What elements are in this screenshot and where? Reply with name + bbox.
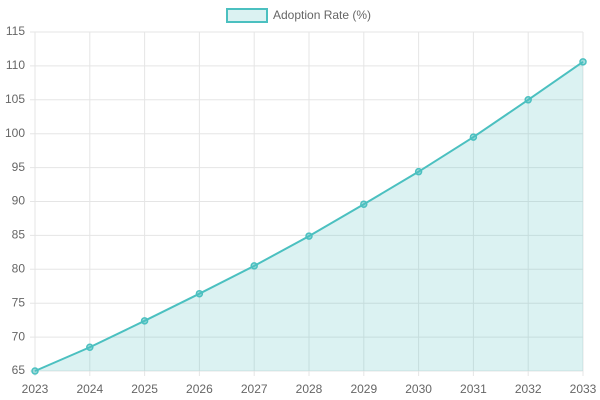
- point: [140, 317, 149, 325]
- point: [469, 133, 478, 141]
- y-tick-label: 90: [12, 194, 26, 208]
- y-tick-label: 95: [12, 160, 26, 174]
- x-tick-label: 2025: [131, 382, 158, 396]
- point: [414, 167, 423, 176]
- legend-label: Adoption Rate (%): [273, 8, 371, 22]
- x-tick-label: 2029: [350, 382, 377, 396]
- x-tick-label: 2032: [515, 382, 542, 396]
- point: [195, 289, 204, 298]
- y-tick-label: 105: [5, 92, 25, 106]
- point: [579, 58, 587, 66]
- x-tick-label: 2023: [22, 382, 49, 396]
- point: [86, 343, 94, 352]
- area: [35, 61, 583, 371]
- x-tick-label: 2030: [405, 382, 432, 396]
- x-tick-label: 2031: [460, 382, 487, 396]
- y-tick-label: 65: [12, 363, 26, 377]
- y-tick-label: 110: [6, 58, 25, 72]
- point: [360, 200, 368, 208]
- y-tick-label: 70: [12, 329, 26, 343]
- legend-swatch: [226, 8, 268, 23]
- x-tick-label: 2033: [570, 382, 597, 396]
- point: [524, 96, 532, 104]
- y-tick-label: 75: [12, 295, 26, 309]
- x-tick-label: 2026: [186, 382, 213, 396]
- point: [250, 262, 258, 270]
- y-tick-label: 80: [12, 261, 26, 275]
- y-tick-label: 115: [6, 24, 25, 38]
- y-tick-label: 85: [12, 228, 26, 242]
- point: [31, 367, 39, 375]
- x-tick-label: 2024: [76, 382, 103, 396]
- x-tick-label: 2027: [241, 382, 268, 396]
- y-tick-label: 100: [5, 126, 25, 140]
- x-tick-label: 2028: [296, 382, 323, 396]
- point: [305, 232, 313, 240]
